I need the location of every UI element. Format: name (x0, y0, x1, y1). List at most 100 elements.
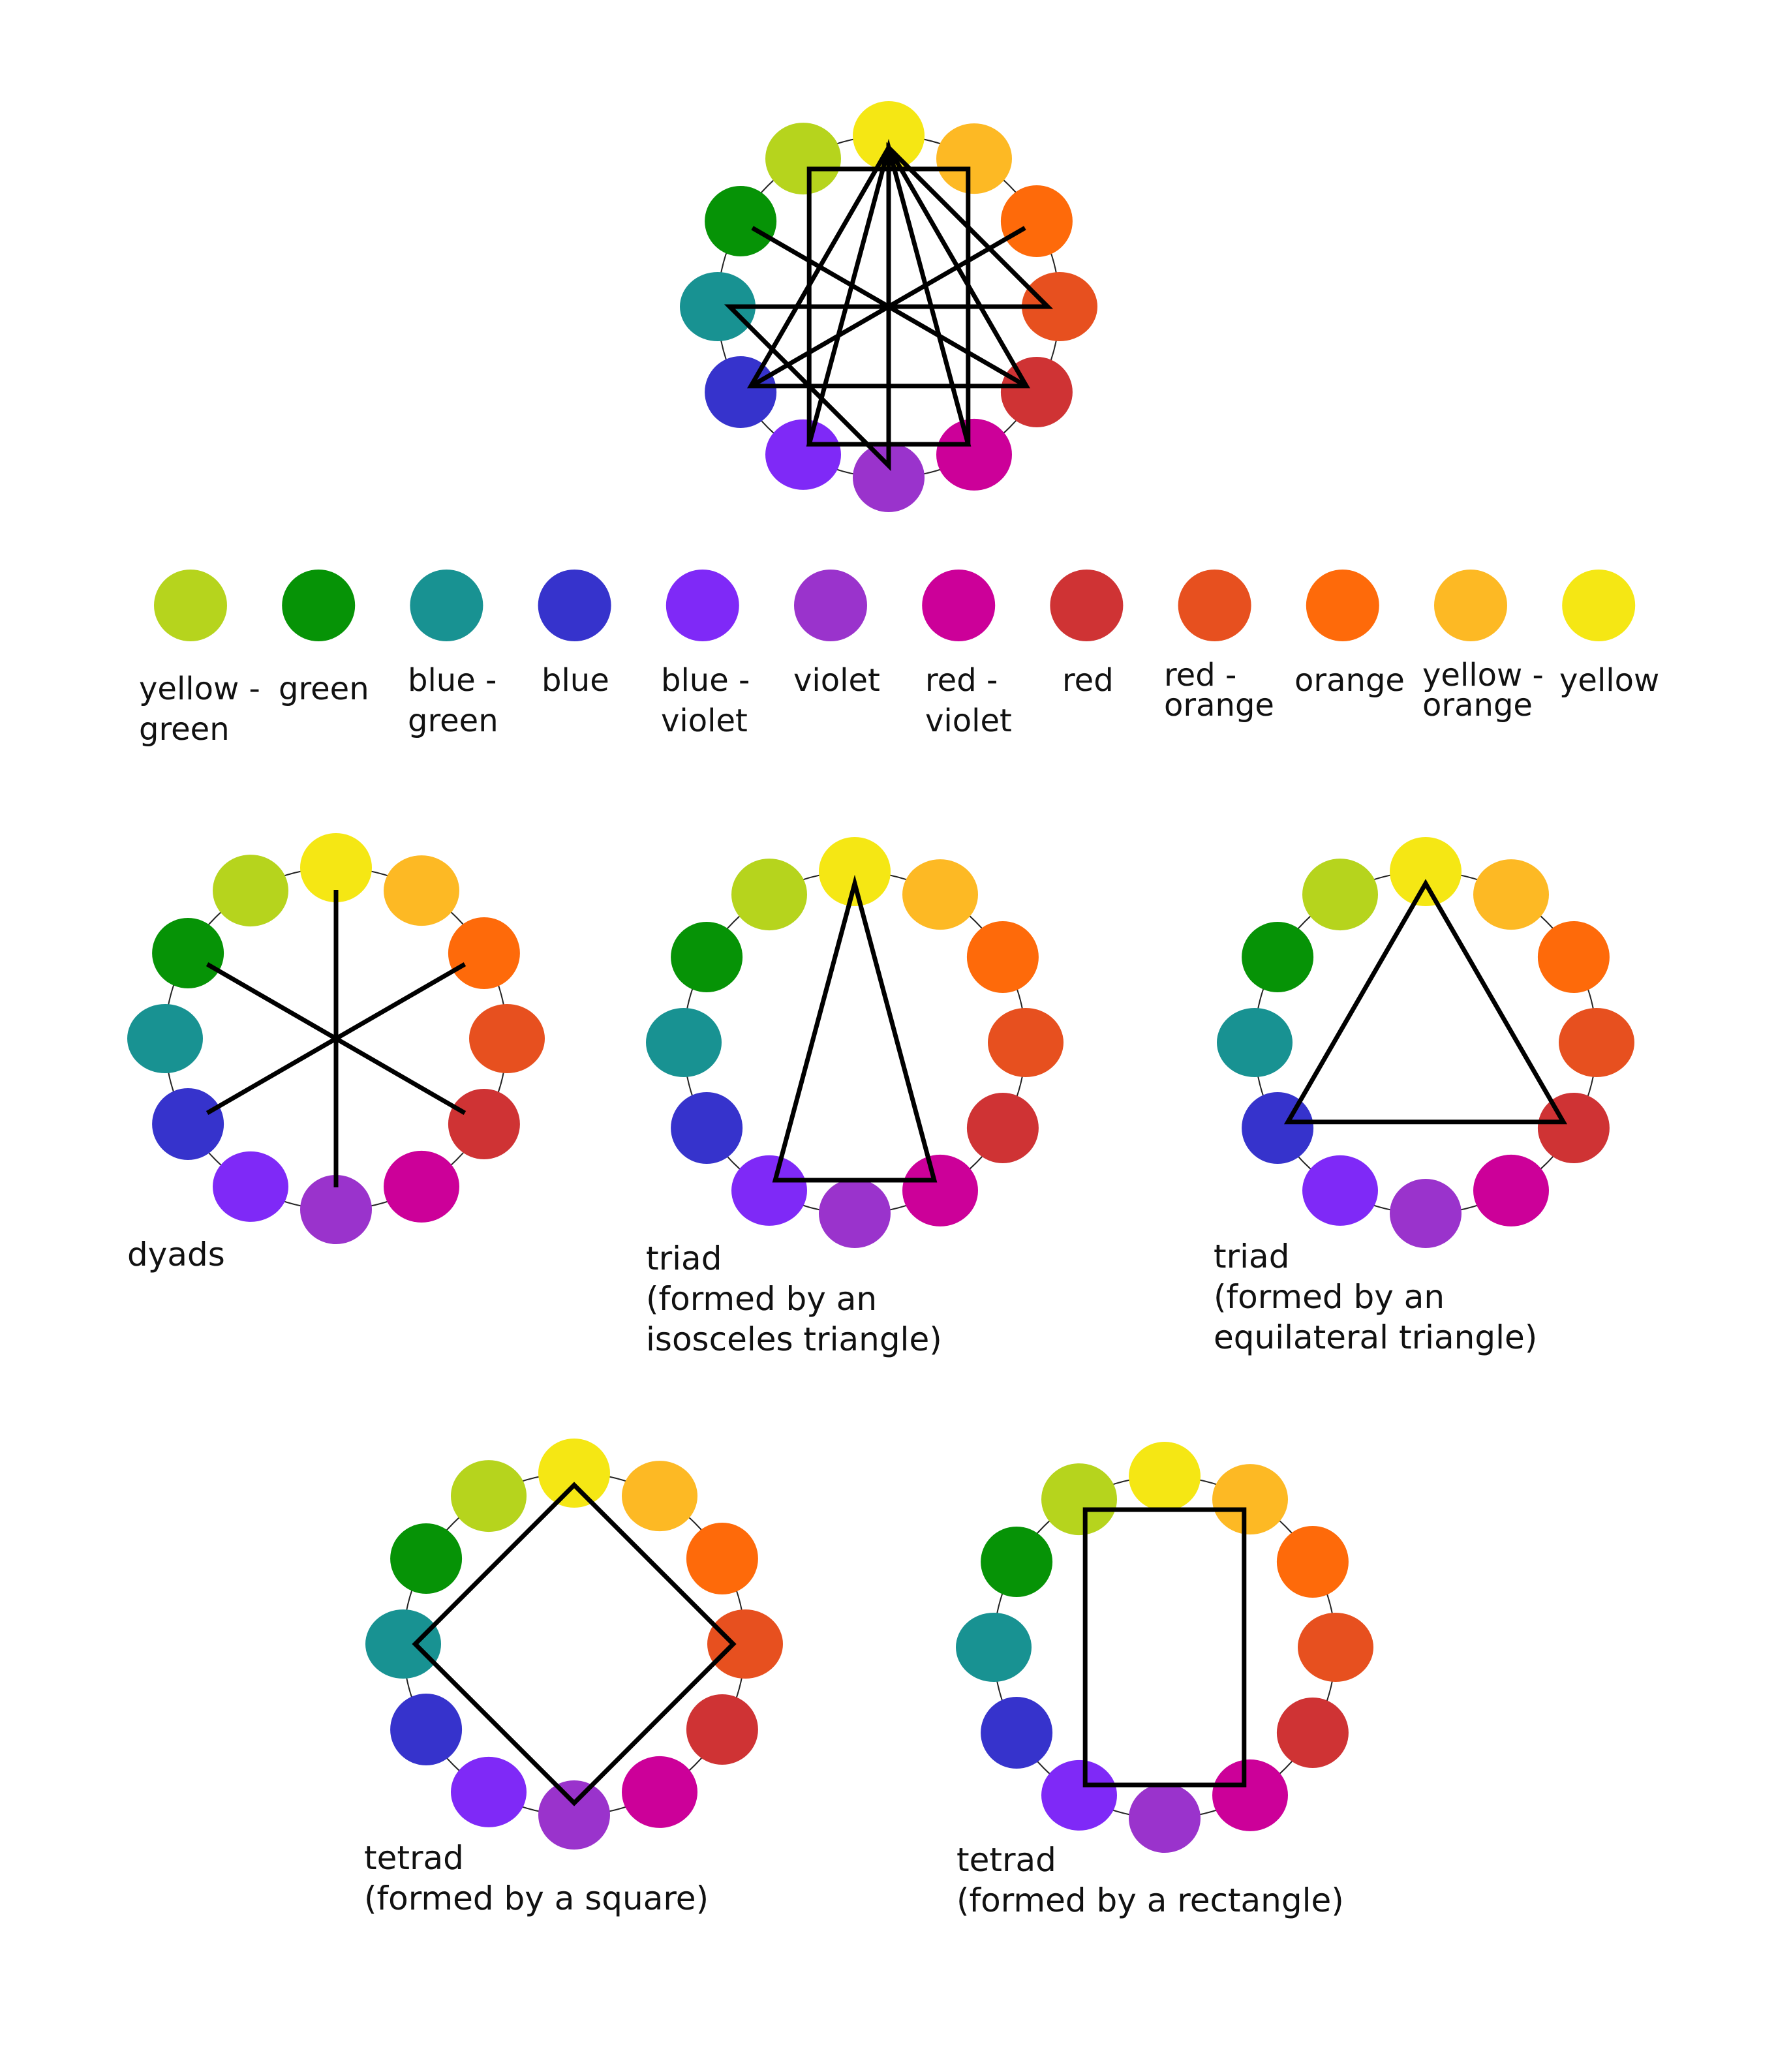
swatch-blue (705, 356, 777, 428)
legend-swatch-orange (1306, 570, 1379, 641)
swatch-red (448, 1089, 520, 1159)
swatch-yellow-green (765, 123, 841, 195)
swatch-violet (1390, 1179, 1462, 1248)
swatch-yellow-green (731, 859, 807, 931)
wheel-ring (403, 1472, 746, 1816)
tetrad-shape-yellow-green-yellow-orange-red-violet-blue-violet (806, 166, 971, 447)
swatch-yellow-orange (1212, 1464, 1288, 1535)
legend-label-blue: blue (542, 662, 609, 699)
swatch-red-orange (469, 1004, 545, 1073)
swatch-red (966, 1093, 1039, 1163)
swatch-orange (1537, 921, 1610, 993)
swatch-yellow (1129, 1442, 1201, 1511)
color-wheel-tetrad-square (365, 1439, 783, 1850)
swatch-red (1000, 357, 1073, 427)
legend-swatch-red (1050, 570, 1124, 641)
color-wheel-tetrad-rectangle (956, 1442, 1373, 1853)
caption-tetrad-rectangle: tetrad (formed by a rectangle) (957, 1841, 1344, 1919)
swatch-blue-violet (451, 1756, 527, 1827)
swatch-blue-green (646, 1008, 722, 1077)
tetrad-shape-yellow-red-orange-violet-blue-green (412, 1482, 737, 1806)
swatch-yellow (1390, 837, 1462, 906)
legend-swatch-red-orange (1178, 570, 1251, 641)
swatch-red-orange (988, 1008, 1064, 1077)
swatch-blue-violet (765, 419, 841, 490)
swatch-blue-green (127, 1004, 203, 1073)
swatch-yellow-green (1302, 859, 1378, 931)
swatch-red-orange (1559, 1008, 1634, 1077)
swatch-red-violet (384, 1150, 459, 1223)
swatch-blue-green (956, 1613, 1032, 1682)
swatch-blue (152, 1088, 224, 1160)
swatch-red-violet (1473, 1154, 1549, 1226)
swatch-blue (981, 1697, 1053, 1769)
swatch-green (390, 1523, 463, 1594)
swatch-yellow-orange (384, 855, 459, 926)
swatch-red-violet (622, 1756, 697, 1828)
swatch-yellow-orange (1473, 859, 1549, 930)
legend-label-yellow-green: yellow - green (139, 671, 260, 748)
swatch-red (686, 1694, 758, 1765)
swatch-yellow (819, 837, 891, 906)
legend-label-yellow-orange: yellow - orange (1422, 657, 1544, 724)
legend-swatch-violet (794, 570, 867, 641)
legend-label-blue-violet: blue - violet (661, 662, 750, 739)
swatch-red-orange (707, 1609, 783, 1679)
swatch-blue (390, 1694, 463, 1765)
dyad-line-orange-blue (206, 962, 467, 1116)
swatch-violet (1129, 1784, 1201, 1853)
swatch-orange (966, 921, 1039, 993)
swatch-blue-violet (731, 1155, 807, 1226)
legend-label-blue-green: blue - green (408, 662, 498, 739)
legend-label-red: red (1062, 662, 1114, 699)
swatch-blue-green (680, 272, 756, 341)
swatch-violet (819, 1179, 891, 1248)
swatch-blue-violet (213, 1151, 288, 1222)
swatch-orange (1000, 185, 1073, 257)
caption-triad-isosceles: triad (formed by an isosceles triangle) (646, 1240, 942, 1358)
swatch-red (1537, 1093, 1610, 1163)
swatch-yellow (300, 833, 372, 902)
legend-swatch-yellow (1562, 570, 1636, 641)
swatch-orange (686, 1523, 758, 1594)
swatch-yellow-green (1041, 1463, 1117, 1536)
color-wheel-triad-equilateral (1217, 837, 1634, 1248)
legend-swatch-red-violet (922, 570, 996, 641)
swatch-green (981, 1527, 1053, 1597)
color-wheel-triad-isosceles (646, 837, 1064, 1248)
legend-label-red-violet: red - violet (925, 662, 1012, 739)
legend-label-green: green (279, 671, 369, 707)
triad-shape-yellow-blue-violet-red-violet (772, 874, 938, 1183)
legend-label-red-orange: red - orange (1164, 657, 1274, 724)
swatch-blue (1242, 1092, 1314, 1164)
legend-swatches (154, 570, 1636, 641)
color-wheel-overview (680, 101, 1097, 512)
swatch-green (152, 918, 224, 988)
swatch-violet (300, 1175, 372, 1244)
swatch-yellow-orange (936, 123, 1012, 194)
swatch-blue (671, 1092, 743, 1164)
wheel-ring (1254, 871, 1597, 1214)
legend-swatch-yellow-green (154, 570, 227, 641)
tetrad-shape-yellow-green-yellow-orange-red-violet-blue-violet (1082, 1507, 1247, 1788)
swatch-red-orange (1298, 1613, 1373, 1682)
swatch-green (705, 186, 777, 256)
swatch-violet (853, 443, 925, 512)
color-wheel-dyads (127, 833, 545, 1244)
swatch-green (671, 922, 743, 992)
swatch-blue-green (365, 1609, 441, 1679)
swatch-red-violet (1212, 1759, 1288, 1831)
swatch-violet (538, 1780, 610, 1850)
legend-label-violet: violet (793, 662, 880, 699)
legend-label-orange: orange (1294, 662, 1405, 699)
swatch-yellow-green (213, 855, 288, 927)
swatch-red-violet (902, 1154, 978, 1226)
legend-swatch-blue-green (410, 570, 483, 641)
wheel-ring (683, 871, 1026, 1214)
wheel-ring (993, 1476, 1336, 1819)
caption-triad-equilateral: triad (formed by an equilateral triangle… (1214, 1238, 1538, 1356)
swatch-blue-green (1217, 1008, 1293, 1077)
swatch-yellow-orange (902, 859, 978, 930)
caption-tetrad-square: tetrad (formed by a square) (364, 1839, 709, 1917)
